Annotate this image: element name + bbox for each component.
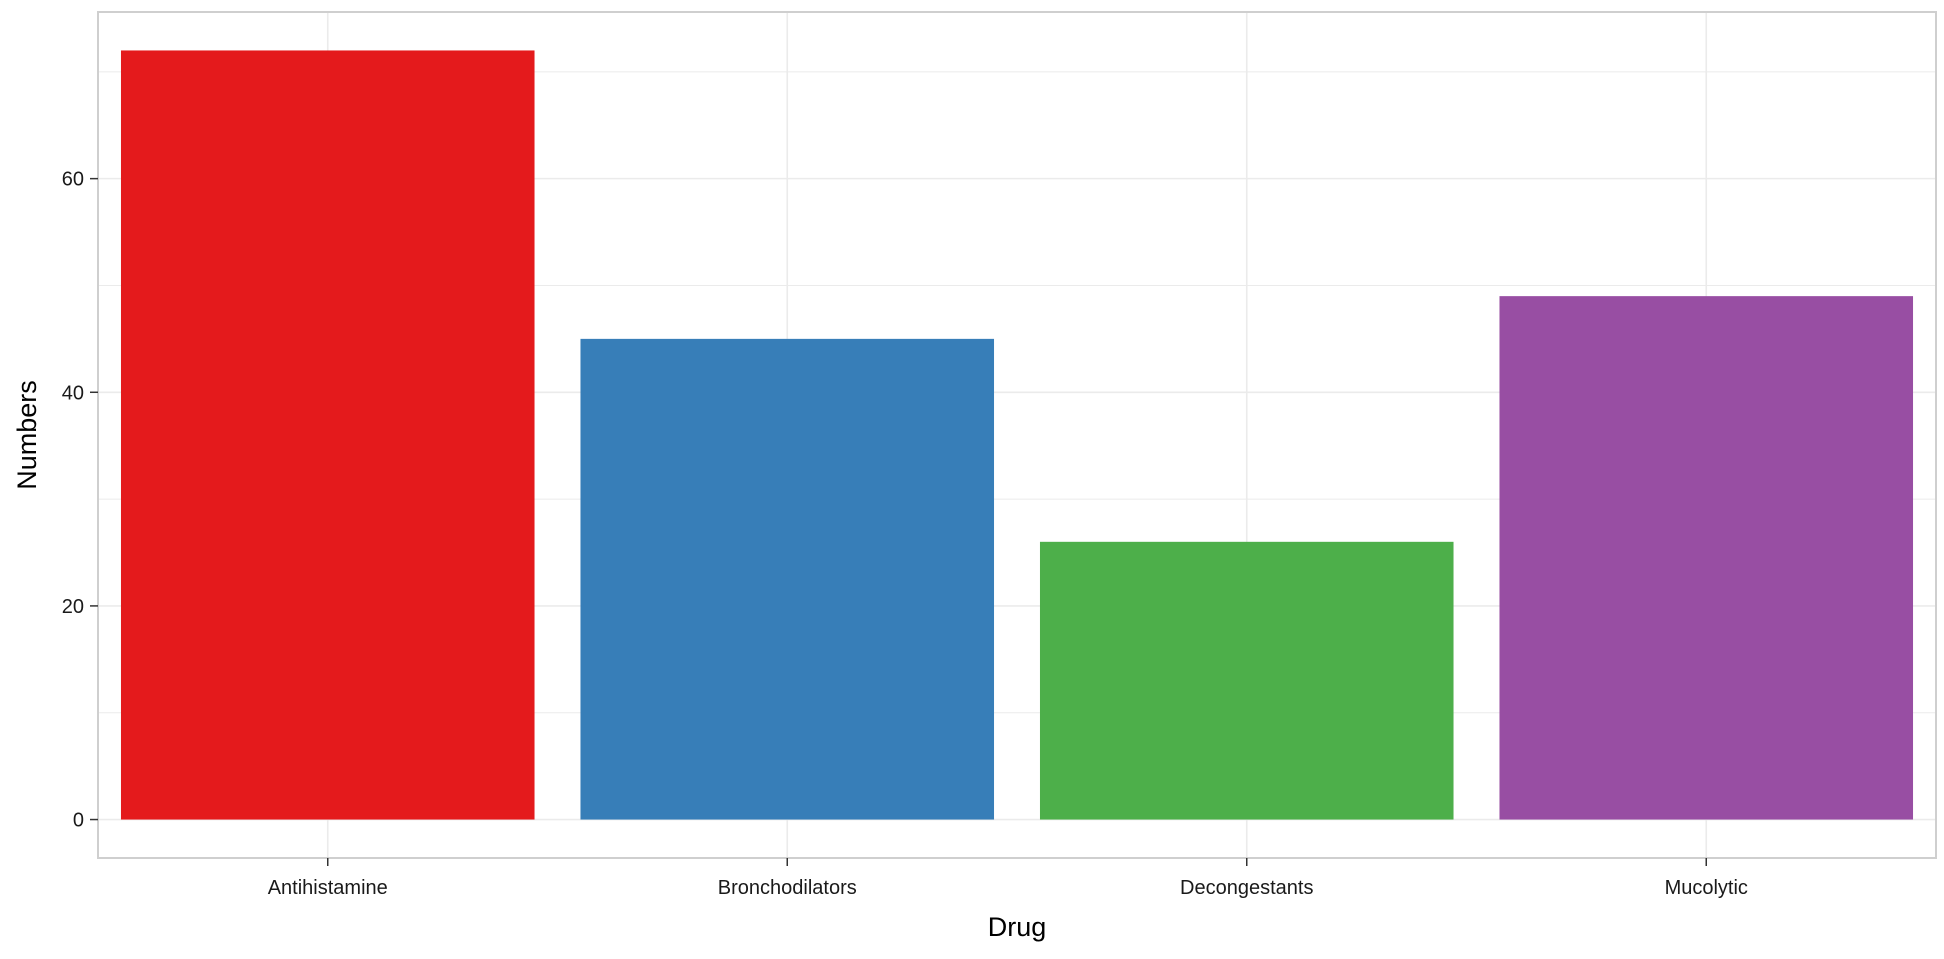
panel-border [97,11,1937,859]
y-tick-label: 40 [62,382,84,404]
bar-mucolytic [1499,296,1914,820]
y-tick-label: 20 [62,596,84,618]
x-tick-label: Bronchodilators [718,877,857,899]
bars [120,50,1914,820]
bar-bronchodilators [580,338,995,820]
bar-decongestants [1039,541,1454,820]
y-tick-label: 60 [62,169,84,191]
x-tick-label: Mucolytic [1665,877,1748,899]
axes: 0 20 40 60 Antihistamine Bronchodilators Decon… [62,169,1748,899]
y-tick-label: 0 [73,810,84,832]
x-axis-title: Drug [988,912,1047,942]
x-tick-label: Antihistamine [268,877,388,899]
y-axis-title: Numbers [12,380,42,490]
bar-antihistamine [120,50,535,820]
x-tick-label: Decongestants [1180,877,1313,899]
